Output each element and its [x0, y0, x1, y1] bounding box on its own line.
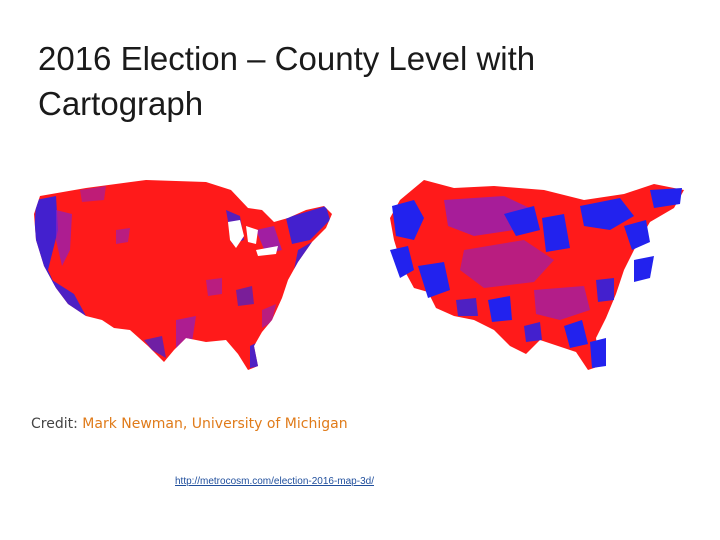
credit-name: Mark Newman, University of Michigan: [82, 416, 348, 432]
credit-prefix: Credit:: [31, 416, 78, 432]
map-figure: [26, 170, 706, 400]
cartogram-county-map: [390, 180, 684, 370]
slide-title: 2016 Election – County Level with Cartog…: [38, 40, 536, 122]
source-link[interactable]: http://metrocosm.com/election-2016-map-3…: [175, 476, 374, 487]
geographic-county-map: [34, 180, 332, 370]
map-credit: Credit: Mark Newman, University of Michi…: [31, 416, 348, 432]
